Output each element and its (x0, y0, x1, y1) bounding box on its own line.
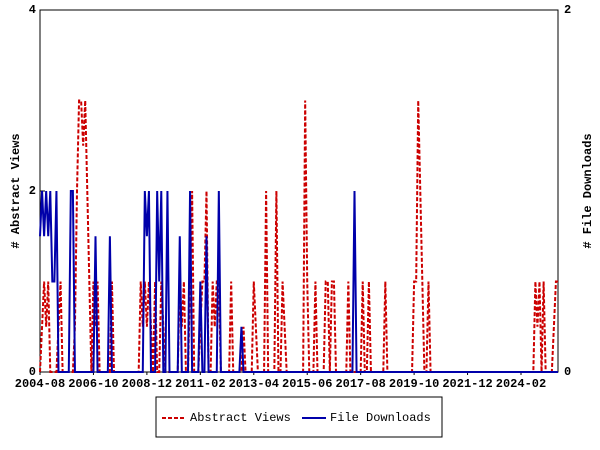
x-tick-label: 2013-04 (229, 377, 279, 391)
x-tick-label: 2021-12 (442, 377, 492, 391)
x-tick-label: 2008-12 (122, 377, 172, 391)
x-tick-label: 2004-08 (15, 377, 65, 391)
x-tick-label: 2024-02 (496, 377, 546, 391)
x-tick-label: 2015-06 (282, 377, 332, 391)
y2-tick-label: 0 (564, 365, 571, 379)
x-tick-label: 2006-10 (68, 377, 118, 391)
y-tick-label: 2 (29, 184, 36, 198)
legend-label: Abstract Views (190, 411, 291, 425)
y2-tick-label: 2 (564, 3, 571, 17)
x-tick-label: 2011-02 (175, 377, 225, 391)
y-tick-label: 0 (29, 365, 36, 379)
legend-label: File Downloads (330, 411, 431, 425)
legend-box (155, 396, 443, 438)
x-tick-label: 2017-08 (335, 377, 385, 391)
plot-frame (39, 9, 559, 373)
y-tick-label: 4 (29, 3, 36, 17)
y-axis-title: # Abstract Views (9, 133, 23, 248)
series-line (39, 99, 558, 373)
y2-axis-title: # File Downloads (581, 133, 595, 248)
series-line (39, 190, 558, 373)
x-tick-label: 2019-10 (389, 377, 439, 391)
